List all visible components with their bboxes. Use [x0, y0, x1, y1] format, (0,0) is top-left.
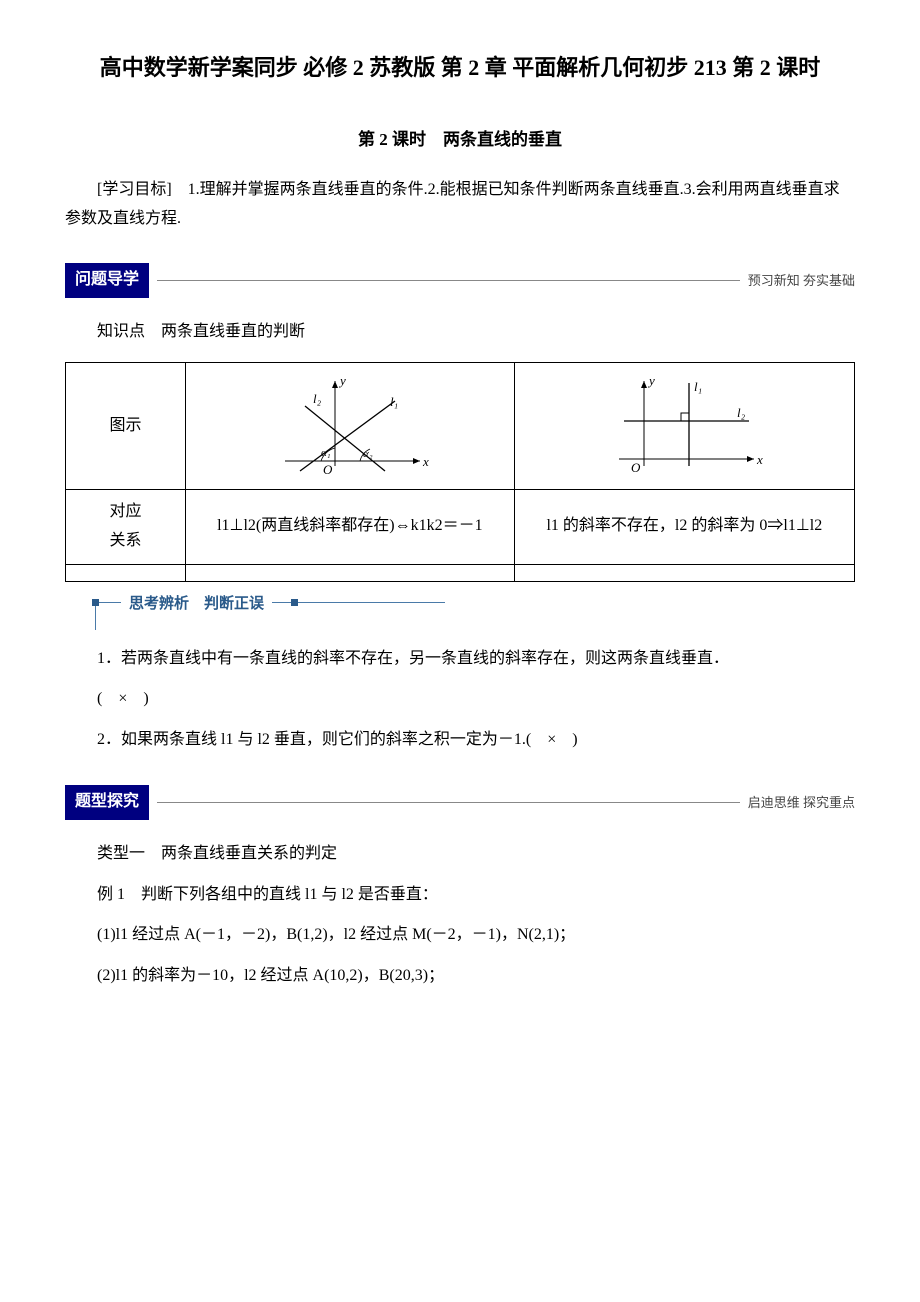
example-1-q2: (2)l1 的斜率为－10，l2 经过点 A(10,2)，B(20,3)；: [65, 962, 855, 991]
table-empty-1: [186, 564, 515, 581]
section-header-2: 题型探究 启迪思维 探究重点: [65, 785, 855, 820]
example-1-intro: 例 1 判断下列各组中的直线 l1 与 l2 是否垂直：: [65, 881, 855, 910]
relation-cell-1: l1⊥l2(两直线斜率都存在)⇔k1k2＝－1: [186, 489, 515, 564]
svg-text:l₁: l₁: [390, 394, 398, 409]
lesson-subtitle: 第 2 课时 两条直线的垂直: [65, 125, 855, 156]
comparison-table: 图示 x y O l₁ l₂ α₁ α₂: [65, 362, 855, 582]
graph-perp-axes: x y O l₁ l₂: [599, 371, 769, 481]
type-1-heading: 类型一 两条直线垂直关系的判定: [65, 840, 855, 869]
svg-text:y: y: [647, 373, 655, 388]
svg-text:l₁: l₁: [694, 379, 702, 394]
statement-1: 1．若两条直线中有一条直线的斜率不存在，另一条直线的斜率存在，则这两条直线垂直．: [65, 645, 855, 674]
divider-line: [157, 280, 740, 281]
svg-text:y: y: [338, 373, 346, 388]
document-title: 高中数学新学案同步 必修 2 苏教版 第 2 章 平面解析几何初步 213 第 …: [65, 50, 855, 85]
section-header-1-title: 问题导学: [65, 263, 149, 298]
statement-2: 2．如果两条直线 l1 与 l2 垂直，则它们的斜率之积一定为－1.( × ): [65, 726, 855, 755]
section-header-1-note: 预习新知 夯实基础: [748, 269, 855, 292]
table-empty-2: [514, 564, 854, 581]
graph-two-slopes: x y O l₁ l₂ α₁ α₂: [265, 371, 435, 481]
svg-text:x: x: [422, 454, 429, 469]
knowledge-point-heading: 知识点 两条直线垂直的判断: [65, 318, 855, 347]
section-header-1: 问题导学 预习新知 夯实基础: [65, 263, 855, 298]
graph-cell-2: x y O l₁ l₂: [514, 362, 854, 489]
table-row2-label: 对应 关系: [66, 489, 186, 564]
graph-cell-1: x y O l₁ l₂ α₁ α₂: [186, 362, 515, 489]
svg-text:l₂: l₂: [313, 391, 322, 406]
dot-decoration: [291, 599, 298, 606]
divider-line: [157, 802, 740, 803]
svg-text:l₂: l₂: [737, 405, 746, 420]
svg-text:α₁: α₁: [321, 447, 331, 459]
section-header-2-note: 启迪思维 探究重点: [748, 791, 855, 814]
statement-1-answer: ( × ): [65, 685, 855, 714]
example-1-q1: (1)l1 经过点 A(－1，－2)，B(1,2)，l2 经过点 M(－2，－1…: [65, 921, 855, 950]
table-empty-label: [66, 564, 186, 581]
section-header-2-title: 题型探究: [65, 785, 149, 820]
table-row1-label: 图示: [66, 362, 186, 489]
svg-text:O: O: [631, 460, 641, 475]
relation-cell-2: l1 的斜率不存在，l2 的斜率为 0⇒l1⊥l2: [514, 489, 854, 564]
svg-text:O: O: [323, 462, 333, 477]
think-analysis-label: 思考辨析 判断正误: [121, 591, 272, 618]
dot-decoration: [92, 599, 99, 606]
learning-objectives: [学习目标] 1.理解并掌握两条直线垂直的条件.2.能根据已知条件判断两条直线垂…: [65, 176, 855, 234]
think-analysis-box: 思考辨析 判断正误: [95, 602, 445, 630]
svg-text:α₂: α₂: [363, 448, 373, 460]
svg-text:x: x: [756, 452, 763, 467]
